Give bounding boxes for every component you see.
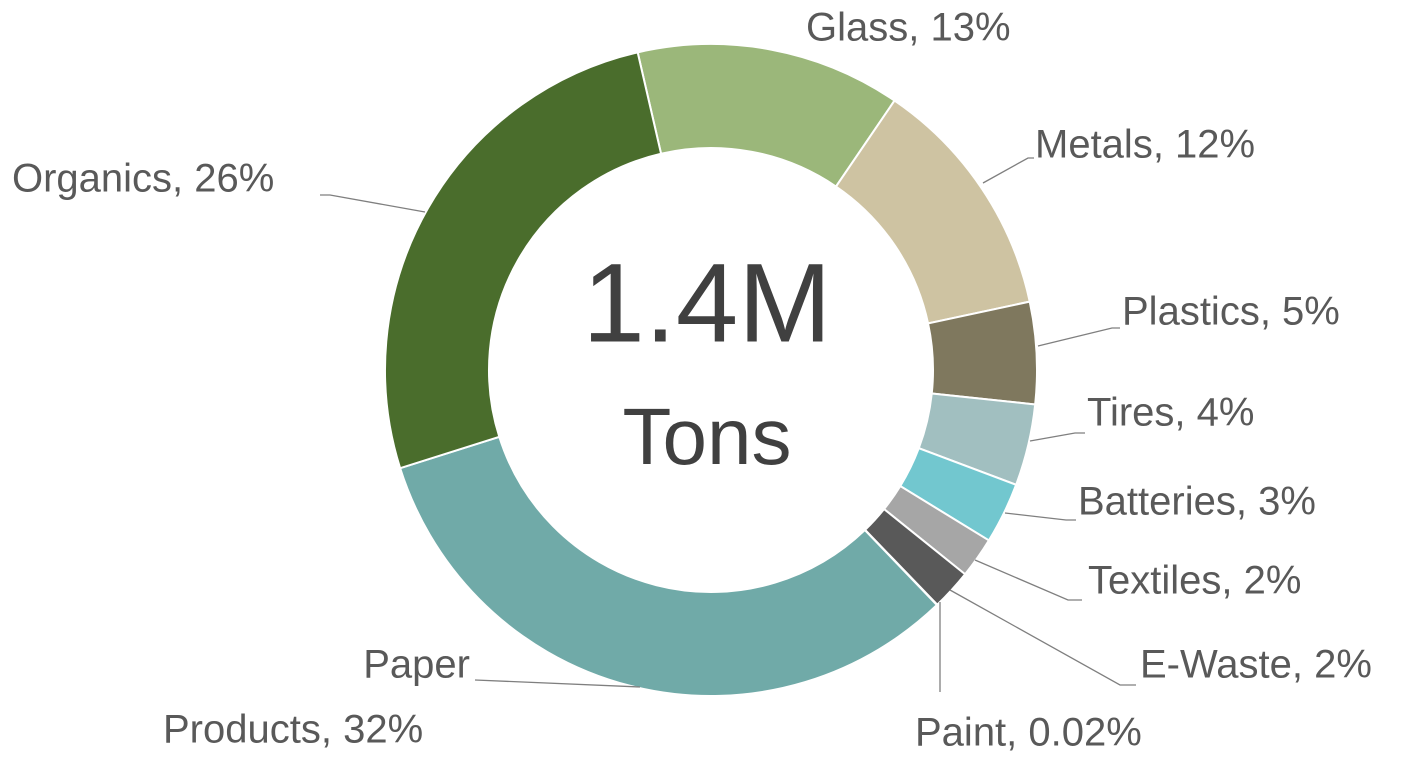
leader-line bbox=[320, 194, 426, 213]
data-label: Plastics, 5% bbox=[1122, 290, 1340, 334]
donut-slice bbox=[398, 435, 939, 697]
data-label: Organics, 26% bbox=[12, 157, 274, 201]
leader-line bbox=[1004, 512, 1076, 521]
leader-line bbox=[1029, 432, 1085, 442]
donut-slice bbox=[384, 51, 663, 470]
data-label: Glass, 13% bbox=[806, 6, 1011, 50]
data-label: Metals, 12% bbox=[1035, 123, 1255, 167]
leader-line bbox=[949, 589, 1136, 686]
leader-line bbox=[982, 157, 1034, 184]
center-unit: Tons bbox=[623, 392, 792, 481]
data-label: Tires, 4% bbox=[1087, 391, 1254, 435]
data-label: Textiles, 2% bbox=[1088, 559, 1301, 603]
leader-line bbox=[474, 679, 641, 688]
data-label: Products, 32% bbox=[163, 708, 423, 752]
data-label: Paint, 0.02% bbox=[915, 711, 1142, 755]
center-value: 1.4M bbox=[583, 241, 832, 366]
data-label: Batteries, 3% bbox=[1078, 480, 1316, 524]
leader-line bbox=[1037, 327, 1120, 347]
leader-line bbox=[974, 559, 1082, 601]
data-label: Paper bbox=[363, 643, 470, 687]
data-label: E-Waste, 2% bbox=[1140, 643, 1372, 687]
